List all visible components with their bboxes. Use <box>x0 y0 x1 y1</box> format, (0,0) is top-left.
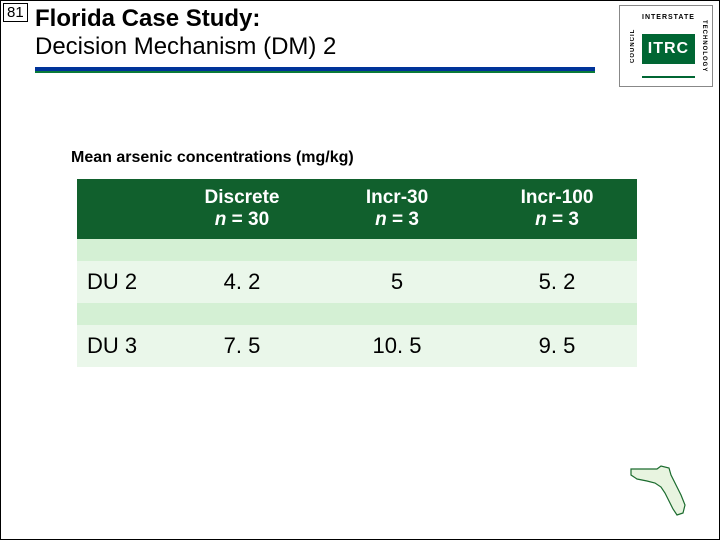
table-cell: 5 <box>317 261 477 303</box>
logo-top-label: INTERSTATE <box>642 14 695 21</box>
title-main: Florida Case Study: <box>35 5 615 33</box>
col-header-incr30: Incr-30 n = 3 <box>317 179 477 239</box>
col-header-n: n <box>535 209 547 230</box>
col-header-discrete: Discrete n = 30 <box>167 179 317 239</box>
table-corner <box>77 179 167 239</box>
logo-center-text: ITRC <box>642 34 695 64</box>
table-cell: 7. 5 <box>167 325 317 367</box>
table-row: DU 2 4. 2 5 5. 2 <box>77 261 637 303</box>
table-cell: 5. 2 <box>477 261 637 303</box>
slide-number: 81 <box>3 3 28 22</box>
row-label: DU 3 <box>77 325 167 367</box>
row-label: DU 2 <box>77 261 167 303</box>
itrc-logo: COUNCIL INTERSTATE ITRC TECHNOLOGY <box>619 5 713 87</box>
col-header-n: n <box>215 209 227 230</box>
table-cell: 10. 5 <box>317 325 477 367</box>
col-header-neq: = 30 <box>226 209 269 230</box>
florida-map-icon <box>627 461 697 519</box>
title-sub: Decision Mechanism (DM) 2 <box>35 33 615 61</box>
col-header-line1: Incr-30 <box>366 187 428 208</box>
col-header-line1: Discrete <box>205 187 280 208</box>
col-header-neq: = 3 <box>387 209 419 230</box>
table-row: DU 3 7. 5 10. 5 9. 5 <box>77 325 637 367</box>
title-rule-green <box>35 71 595 73</box>
florida-outline <box>631 466 685 515</box>
table-cell: 4. 2 <box>167 261 317 303</box>
table-cell: 9. 5 <box>477 325 637 367</box>
data-table: Discrete n = 30 Incr-30 n = 3 Incr-100 n… <box>77 179 637 367</box>
col-header-incr100: Incr-100 n = 3 <box>477 179 637 239</box>
col-header-line1: Incr-100 <box>521 187 594 208</box>
table-header-row: Discrete n = 30 Incr-30 n = 3 Incr-100 n… <box>77 179 637 239</box>
logo-left-label: COUNCIL <box>626 12 640 80</box>
table-spacer <box>77 239 637 261</box>
table-spacer <box>77 303 637 325</box>
table-caption: Mean arsenic concentrations (mg/kg) <box>71 149 354 167</box>
slide-header: Florida Case Study: Decision Mechanism (… <box>35 5 615 73</box>
col-header-neq: = 3 <box>547 209 579 230</box>
col-header-n: n <box>375 209 387 230</box>
logo-bottom-rule <box>642 76 695 78</box>
logo-right-label: TECHNOLOGY <box>697 12 711 80</box>
